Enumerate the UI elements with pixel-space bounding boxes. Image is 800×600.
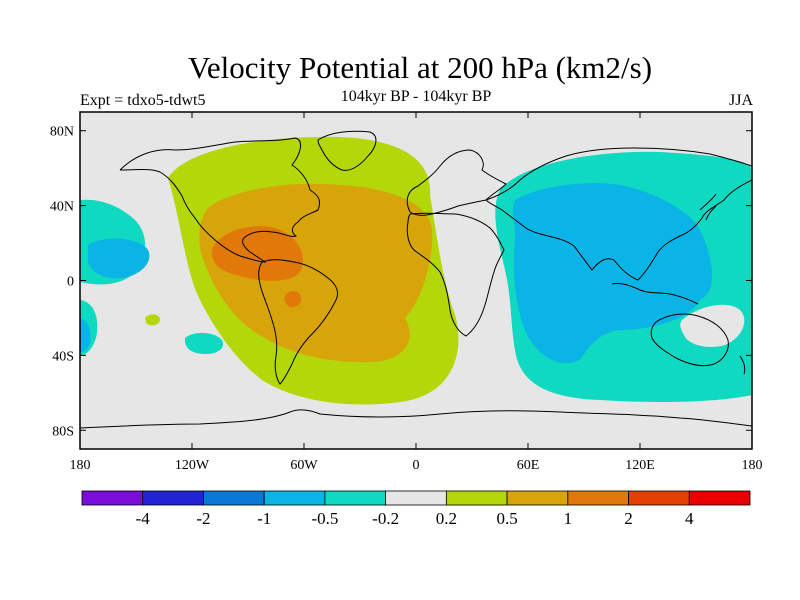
coastline-asia bbox=[485, 147, 752, 281]
chart-title: Velocity Potential at 200 hPa (km2/s) bbox=[187, 50, 653, 85]
colorbar: -4 -2 -1 -0.5 -0.2 0.2 0.5 1 2 4 bbox=[81, 490, 751, 528]
coastline-indonesia bbox=[611, 283, 699, 305]
colorbar-swatch bbox=[506, 490, 569, 506]
lon-tick-label: 180 bbox=[70, 458, 91, 473]
coastline-europe bbox=[406, 149, 507, 216]
map-plot-area bbox=[80, 112, 752, 449]
colorbar-swatch bbox=[142, 490, 204, 506]
positive-region-inner bbox=[211, 226, 303, 281]
positive-region-dot bbox=[145, 314, 160, 326]
colorbar-label: -1 bbox=[257, 509, 271, 528]
lon-tick-label: 180 bbox=[742, 458, 763, 473]
colorbar-swatch bbox=[263, 490, 326, 506]
colorbar-label: 0.2 bbox=[436, 509, 457, 528]
colorbar-label: 1 bbox=[564, 509, 573, 528]
lat-tick-label: 40N bbox=[50, 200, 74, 215]
map-axes: 180 120W 60W 0 60E 120E 180 80N 40N 0 40S 80S bbox=[50, 112, 763, 473]
colorbar-label: 4 bbox=[685, 509, 694, 528]
lon-tick-label: 120E bbox=[625, 458, 655, 473]
colorbar-swatch bbox=[628, 490, 690, 506]
colorbar-swatch bbox=[567, 490, 629, 506]
coastline-japan bbox=[699, 193, 717, 221]
lon-tick-label: 60W bbox=[290, 458, 318, 473]
colorbar-swatch bbox=[203, 490, 265, 506]
colorbar-swatch bbox=[445, 490, 508, 506]
period-label: 104kyr BP - 104kyr BP bbox=[340, 88, 492, 105]
colorbar-label: 0.5 bbox=[496, 509, 517, 528]
coastline-antarctica bbox=[80, 409, 752, 429]
colorbar-label: -0.2 bbox=[372, 509, 399, 528]
lat-tick-label: 80N bbox=[50, 125, 74, 140]
coastline-australia bbox=[650, 313, 729, 367]
negative-region-west-inner bbox=[88, 238, 150, 279]
colorbar-label: -2 bbox=[196, 509, 210, 528]
coastline-greenland bbox=[317, 130, 377, 171]
coastline-south-america bbox=[258, 259, 339, 385]
coastline-north-america bbox=[119, 137, 321, 263]
colorbar-swatch bbox=[81, 490, 144, 506]
lat-tick-label: 0 bbox=[67, 275, 74, 290]
negative-region-southwest-inner bbox=[80, 318, 91, 352]
colorbar-label: -4 bbox=[136, 509, 151, 528]
lat-tick-label: 80S bbox=[52, 424, 74, 439]
lon-tick-label: 0 bbox=[413, 458, 420, 473]
colorbar-swatch bbox=[385, 490, 447, 506]
negative-region-southpacific bbox=[184, 332, 224, 354]
colorbar-label: -0.5 bbox=[311, 509, 338, 528]
lat-tick-label: 40S bbox=[52, 349, 74, 364]
colorbar-swatch bbox=[324, 490, 387, 506]
lon-tick-label: 120W bbox=[175, 458, 210, 473]
coastline-new-zealand bbox=[739, 355, 746, 375]
coastline-africa bbox=[406, 212, 505, 337]
colorbar-swatch bbox=[688, 490, 751, 506]
colorbar-label: 2 bbox=[624, 509, 633, 528]
experiment-label: Expt = tdxo5-tdwt5 bbox=[80, 92, 206, 109]
coastlines bbox=[80, 130, 752, 429]
season-label: JJA bbox=[728, 92, 753, 109]
lon-tick-label: 60E bbox=[517, 458, 540, 473]
positive-region-inner-small bbox=[284, 290, 302, 308]
